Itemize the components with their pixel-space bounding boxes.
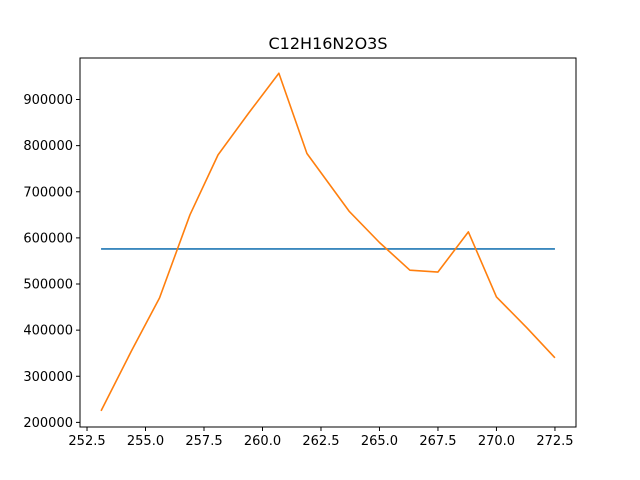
y-tick-label: 400000 (23, 324, 73, 339)
y-tick-label: 800000 (23, 139, 73, 154)
y-tick-label: 500000 (23, 278, 73, 293)
axes-frame (79, 57, 577, 428)
y-tick-label: 300000 (23, 370, 73, 385)
y-tick-label: 900000 (23, 93, 73, 108)
y-tick-label: 700000 (23, 185, 73, 200)
series-line-2 (100, 72, 556, 412)
chart-title: C12H16N2O3S (269, 34, 388, 53)
x-tick-label: 260.0 (244, 434, 281, 449)
x-tick-label: 262.5 (302, 434, 339, 449)
x-tick-label: 252.5 (68, 434, 105, 449)
x-tick-label: 255.0 (127, 434, 164, 449)
y-tick-label: 200000 (23, 416, 73, 431)
x-tick-label: 272.5 (536, 434, 573, 449)
x-tick-label: 265.0 (361, 434, 398, 449)
y-tick-label: 600000 (23, 231, 73, 246)
x-tick-label: 257.5 (185, 434, 222, 449)
x-tick-label: 270.0 (478, 434, 515, 449)
x-tick-label: 267.5 (419, 434, 456, 449)
plot-area: 252.5 255.0 257.5 260.0 262.5 265.0 267.5 270.0… (23, 57, 577, 449)
